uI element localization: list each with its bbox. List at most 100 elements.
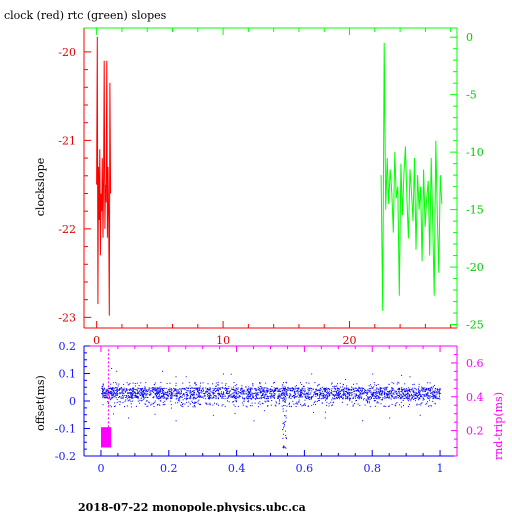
offset-point [354,403,355,405]
offset-point [426,389,428,391]
offset-point [293,393,295,395]
offset-point [370,384,371,386]
offset-point [255,396,257,397]
offset-point [199,403,200,405]
offset-point [435,392,437,393]
offset-point [135,395,137,397]
offset-point [198,392,200,394]
offset-point [307,391,309,393]
offset-point [328,388,330,390]
offset-point [405,393,407,395]
offset-point [373,394,375,396]
offset-point [417,395,419,396]
offset-dip-point [282,423,284,425]
offset-point [369,406,371,408]
offset-point [177,392,179,394]
top-y-tick-label: -21 [58,134,76,147]
offset-point [293,396,295,398]
offset-point [222,397,224,399]
offset-dip-point [282,384,284,386]
offset-point [193,394,195,395]
offset-point [243,392,245,394]
offset-point [375,389,377,391]
offset-point [140,382,142,384]
offset-point [399,393,401,395]
offset-point [262,403,264,405]
offset-point [129,391,131,393]
offset-point [154,413,156,415]
offset-point [352,397,354,399]
offset-point [331,399,333,401]
offset-point [334,395,335,397]
offset-point [110,398,112,400]
offset-point [401,388,403,390]
offset-point [388,391,390,393]
offset-point [376,391,378,393]
offset-point [119,404,121,406]
offset-point [299,396,301,398]
offset-point [178,392,180,394]
offset-point [412,390,414,392]
offset-point [344,393,346,395]
offset-point [102,395,104,397]
offset-point [319,395,321,397]
offset-point [195,401,197,403]
offset-point [110,399,112,401]
offset-point [306,392,307,394]
offset-point [159,396,161,398]
offset-point [110,391,112,393]
offset-point [163,394,164,396]
offset-point [420,403,422,404]
offset-point [249,392,251,394]
offset-point [418,391,419,393]
offset-point [162,391,164,393]
offset-point [104,391,106,393]
offset-point [367,391,369,393]
offset-point [240,392,242,394]
offset-point [203,395,205,397]
offset-point [231,395,233,397]
offset-point [414,387,416,389]
offset-point [402,398,404,400]
offset-point [180,390,182,392]
offset-point [405,390,407,392]
offset-point [178,391,180,392]
offset-point [368,398,370,400]
offset-point [196,387,198,389]
offset-point [273,397,275,399]
offset-point [296,403,298,405]
offset-point [197,390,199,392]
offset-point [327,392,329,393]
offset-point [407,392,409,394]
offset-point [139,402,141,404]
offset-point [194,383,196,385]
offset-point [165,392,167,394]
offset-point [384,392,386,394]
offset-point [346,387,348,389]
offset-point [264,397,266,399]
offset-point [418,399,419,401]
offset-point [121,390,123,391]
offset-point [415,393,417,394]
bottom-panel-tick-labels: 0 0.2 0.4 0.6 0.8 10.20.10-0.1-0.20.60.40.2 [55,340,484,475]
offset-point [340,390,342,392]
offset-point [345,395,346,396]
bottom-y-axis-label: offset(ms) [34,375,47,431]
offset-point [278,402,280,404]
offset-point [271,394,273,396]
offset-point [230,396,232,398]
offset-point [134,385,136,387]
offset-point [234,398,236,400]
offset-point [171,394,173,396]
offset-point [106,392,108,394]
offset-point [341,395,343,397]
offset-point [357,403,359,405]
offset-point [179,392,181,394]
offset-point [337,394,339,396]
offset-point [221,391,222,393]
offset-point [359,392,361,394]
offset-point [273,396,275,398]
offset-point [428,390,430,392]
offset-point [226,391,228,393]
offset-point [295,388,296,390]
